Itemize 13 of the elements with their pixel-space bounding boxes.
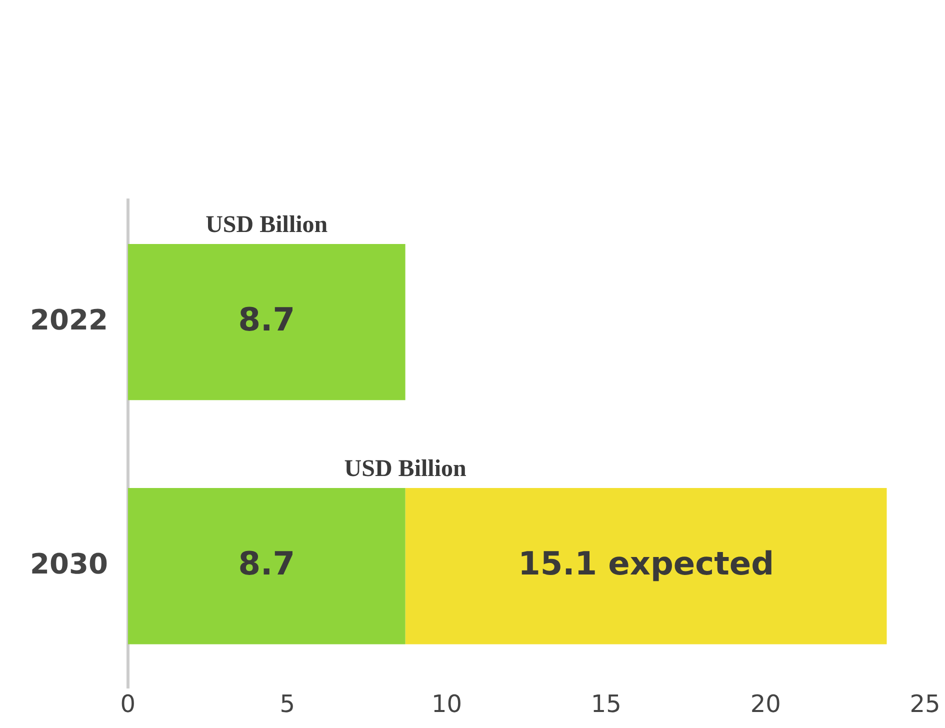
annotation: USD Billion: [206, 212, 328, 238]
x-tick-label: 20: [750, 690, 781, 718]
x-tick-label: 0: [120, 690, 136, 718]
annotation: USD Billion: [344, 456, 466, 482]
y-tick-label: 2022: [30, 303, 108, 336]
x-tick-label: 25: [910, 690, 940, 718]
x-tick-label: 5: [280, 690, 295, 718]
data-label: 15.1 expected: [518, 544, 774, 582]
data-label: 8.7: [238, 544, 295, 582]
x-tick-label: 15: [590, 690, 622, 718]
y-tick-label: 2030: [30, 547, 108, 580]
data-label: 8.7: [238, 300, 295, 338]
x-tick-label: 10: [431, 690, 462, 718]
